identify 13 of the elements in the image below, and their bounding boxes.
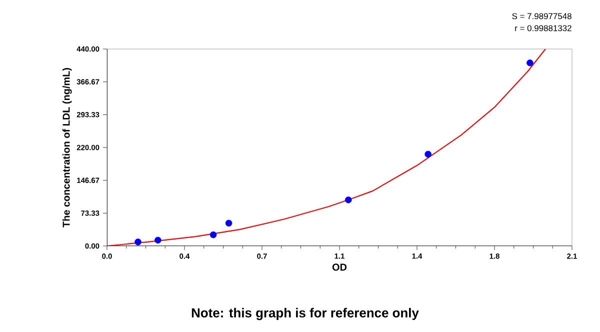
x-axis-title: OD	[332, 264, 347, 271]
text: S = 7.98977548	[512, 13, 572, 20]
point	[134, 238, 142, 246]
point	[225, 220, 232, 227]
point	[210, 231, 217, 238]
point	[344, 196, 352, 204]
y-axis-title: The concentration of LDL (ng/mL)	[62, 68, 72, 228]
text: Note: this graph is for reference only	[192, 308, 419, 320]
line-series	[107, 49, 546, 246]
point	[526, 59, 534, 66]
point	[424, 150, 432, 158]
text: r = 0.99881332	[515, 25, 572, 32]
point	[154, 236, 162, 244]
